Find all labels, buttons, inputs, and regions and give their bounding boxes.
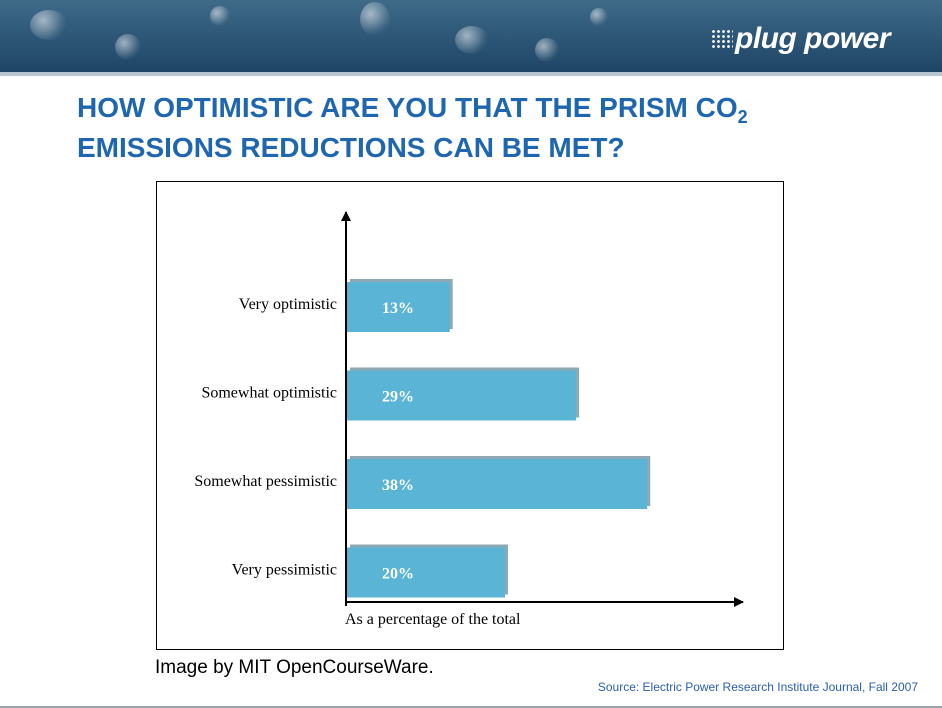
bar-somewhat-pessimistic (347, 459, 648, 509)
title-line-2: EMISSIONS REDUCTIONS CAN BE MET? (77, 132, 625, 163)
chart-frame: 13% Very optimistic 29% Somewhat optimistic… (156, 181, 784, 650)
brand-name: plug power (735, 22, 891, 55)
bar-value-label: 13% (382, 300, 414, 317)
header-band: plug power (0, 0, 942, 72)
header-divider (0, 72, 942, 76)
bar-somewhat-optimistic (347, 370, 577, 421)
brand-logo: plug power (711, 22, 891, 56)
bar-value-label: 38% (382, 477, 414, 494)
title-line-1: HOW OPTIMISTIC ARE YOU THAT THE PRISM CO (77, 92, 738, 123)
bottom-divider (0, 706, 942, 708)
category-label: Very pessimistic (232, 562, 337, 579)
image-credit: Image by MIT OpenCourseWare. (155, 657, 434, 678)
x-axis-label: As a percentage of the total (345, 611, 521, 628)
bar-very-optimistic (347, 282, 450, 332)
bar-value-label: 29% (382, 389, 414, 406)
category-label: Somewhat pessimistic (194, 473, 337, 490)
bar-value-label: 20% (382, 566, 414, 583)
logo-dots-icon (711, 29, 733, 49)
category-label: Very optimistic (239, 296, 337, 313)
title-subscript: 2 (737, 107, 748, 127)
bar-chart: 13% Very optimistic 29% Somewhat optimistic… (194, 211, 744, 628)
page-title: HOW OPTIMISTIC ARE YOU THAT THE PRISM CO… (77, 88, 877, 168)
source-note: Source: Electric Power Research Institut… (597, 680, 918, 694)
bar-very-pessimistic (347, 547, 505, 598)
category-label: Somewhat optimistic (201, 385, 337, 402)
